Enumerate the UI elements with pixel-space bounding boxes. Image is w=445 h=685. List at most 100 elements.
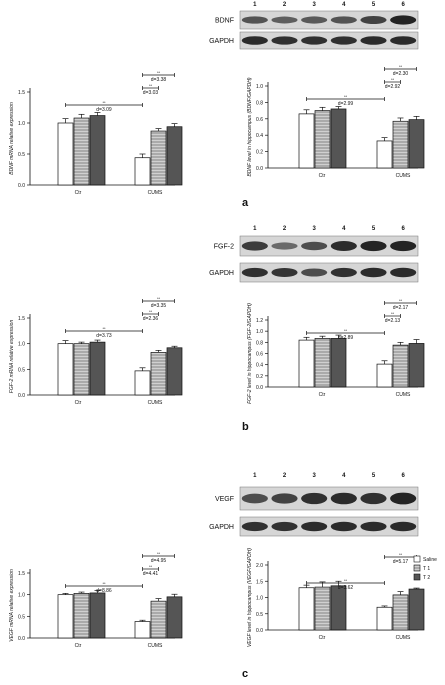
protein-band: [301, 492, 328, 505]
y-axis-label: BDNF level in hippocampus (BDNF/GAPDH): [247, 77, 253, 176]
bar: [330, 338, 347, 388]
bar: [392, 120, 409, 169]
blot-label: VEGF: [215, 496, 234, 503]
y-tick-label: 0.4: [256, 363, 263, 369]
lane-number: 1: [253, 473, 257, 479]
protein-band: [360, 267, 387, 278]
protein-band: [390, 36, 417, 45]
legend-label: T 2: [423, 575, 430, 581]
y-tick-label: 1.2: [256, 318, 263, 324]
lane-number: 4: [342, 2, 346, 8]
bar: [376, 363, 393, 388]
effect-size-label: d=2.89: [338, 335, 354, 341]
lane-number: 3: [312, 226, 316, 232]
bar: [392, 344, 409, 388]
western-blot-1: 1 2 3 4 5 6 FGF-2 GAPDH: [209, 226, 419, 283]
bar: [150, 130, 167, 186]
significance-stars: **: [102, 326, 106, 331]
significance-stars: **: [344, 328, 348, 333]
effect-size-label: d=2.13: [385, 318, 401, 324]
blot-label: GAPDH: [209, 38, 234, 45]
y-tick-label: 0.5: [18, 152, 25, 158]
lane-number: 6: [401, 2, 405, 8]
y-tick-label: 1.5: [256, 579, 263, 585]
protein-band: [301, 521, 328, 532]
significance-stars: **: [149, 83, 153, 88]
protein-band: [360, 492, 387, 505]
significance-stars: **: [102, 100, 106, 105]
protein-band: [271, 521, 298, 532]
y-axis-label: FGF-2 mRNA relative expression: [9, 320, 15, 394]
bar: [89, 341, 106, 396]
bar: [150, 600, 167, 639]
x-tick-label: Ctr: [319, 173, 326, 179]
bar: [73, 117, 90, 186]
x-tick-label: CUMS: [148, 400, 163, 406]
protein-band: [360, 15, 387, 25]
lane-number: 4: [342, 473, 346, 479]
protein-band: [241, 521, 268, 532]
blot-label: GAPDH: [209, 524, 234, 531]
significance-stars: **: [399, 298, 403, 303]
effect-size-label: d=3.73: [96, 333, 112, 339]
protein-band: [390, 15, 417, 25]
lane-number: 6: [401, 226, 405, 232]
effect-size-label: d=3.03: [143, 90, 159, 96]
bar: [89, 115, 106, 186]
significance-stars: **: [157, 70, 161, 75]
bar: [330, 108, 347, 169]
bar: [376, 606, 393, 631]
protein-band: [390, 240, 417, 252]
x-tick-label: CUMS: [396, 635, 411, 641]
protein-band: [271, 242, 298, 250]
lane-number: 3: [312, 473, 316, 479]
y-tick-label: 0.0: [256, 628, 263, 634]
bar: [89, 592, 106, 639]
y-tick-label: 1.0: [256, 84, 263, 90]
y-axis-label: BDNF mRNA relative expression: [9, 102, 15, 175]
protein-band: [241, 16, 268, 24]
lane-number: 1: [253, 2, 257, 8]
protein-band: [330, 521, 357, 532]
y-tick-label: 0.5: [18, 614, 25, 620]
protein-band: [301, 268, 328, 277]
protein-band: [330, 16, 357, 24]
bar: [392, 594, 409, 631]
bar: [134, 370, 151, 396]
bar: [57, 343, 74, 396]
lane-number: 5: [372, 2, 376, 8]
significance-stars: **: [157, 551, 161, 556]
bar: [134, 157, 151, 186]
y-tick-label: 0.2: [256, 150, 263, 156]
y-axis-label: FGF-2 level in hippocampus (FGF-2/GAPDH): [247, 303, 253, 404]
western-blot-0: 1 2 3 4 5 6 BDNF GAPDH: [209, 2, 419, 50]
effect-size-label: d=4.41: [143, 571, 159, 577]
y-tick-label: 0.2: [256, 374, 263, 380]
bar: [57, 594, 74, 639]
legend-swatch: [413, 573, 421, 581]
legend-swatch: [413, 555, 421, 563]
significance-stars: **: [399, 64, 403, 69]
protein-band: [330, 240, 357, 252]
bar: [166, 596, 183, 639]
protein-band: [241, 493, 268, 504]
protein-band: [301, 16, 328, 24]
bar: [314, 586, 331, 631]
bar: [150, 352, 167, 396]
significance-stars: **: [399, 552, 403, 557]
y-tick-label: 0.6: [256, 117, 263, 123]
protein-band: [330, 36, 357, 45]
y-tick-label: 1.5: [18, 90, 25, 96]
y-tick-label: 1.5: [18, 571, 25, 577]
x-tick-label: CUMS: [148, 643, 163, 649]
y-tick-label: 0.0: [256, 385, 263, 391]
legend-label: T 1: [423, 566, 430, 572]
protein-band: [301, 36, 328, 45]
blot-strip: [239, 486, 419, 511]
lane-number: 3: [312, 2, 316, 8]
protein-band: [360, 521, 387, 532]
significance-stars: **: [157, 296, 161, 301]
